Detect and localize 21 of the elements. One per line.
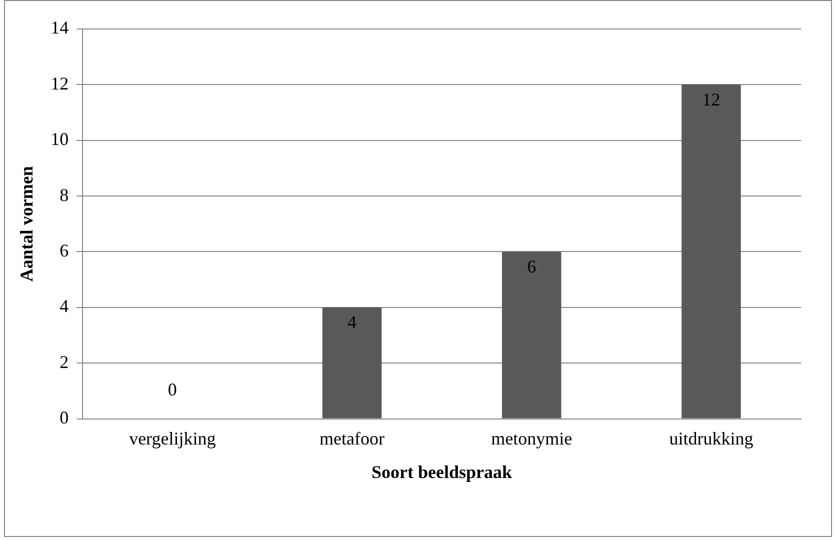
y-tick-label: 4 (60, 296, 69, 316)
y-tick-label: 8 (60, 184, 69, 205)
y-axis-title: Aantal vormen (16, 166, 36, 282)
bar (682, 84, 741, 418)
x-tick-label: uitdrukking (669, 428, 754, 448)
y-tick-label: 10 (50, 129, 69, 150)
y-tick-label: 14 (50, 18, 69, 38)
data-label: 6 (527, 256, 536, 276)
data-label: 0 (168, 380, 177, 400)
x-tick-label: metafoor (320, 428, 384, 448)
x-axis-title: Soort beeldspraak (372, 462, 512, 482)
x-tick-label: metonymie (491, 428, 572, 448)
y-tick-label: 6 (60, 240, 69, 260)
data-label: 4 (348, 312, 356, 332)
y-tick-label: 0 (60, 408, 69, 428)
y-tick-label: 2 (60, 352, 69, 372)
data-label: 12 (702, 89, 720, 110)
x-tick-label: vergelijking (129, 428, 216, 448)
y-tick-label: 12 (50, 73, 69, 94)
bar (322, 307, 382, 418)
bar (502, 252, 562, 418)
